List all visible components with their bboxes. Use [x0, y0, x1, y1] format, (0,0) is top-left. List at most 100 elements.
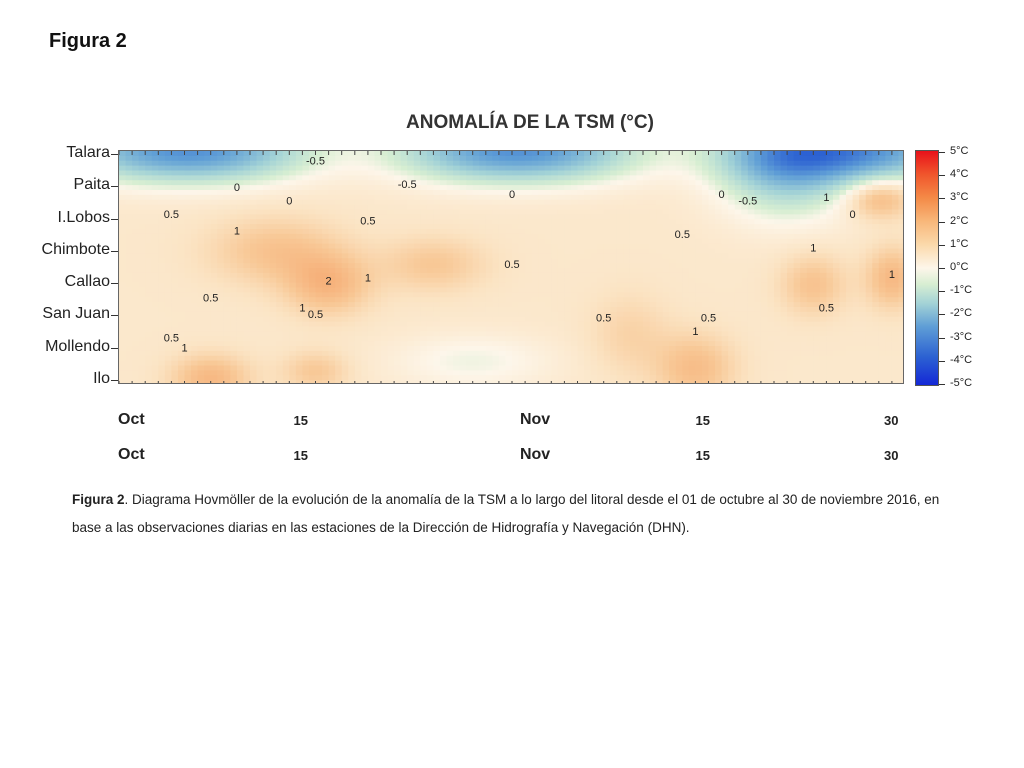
- heatmap-cell: [243, 258, 251, 264]
- heatmap-cell: [354, 248, 362, 254]
- heatmap-cell: [806, 175, 814, 181]
- heatmap-cell: [525, 297, 533, 303]
- heatmap-cell: [472, 326, 480, 332]
- heatmap-cell: [335, 277, 343, 284]
- heatmap-cell: [832, 190, 841, 196]
- heatmap-cell: [597, 263, 605, 269]
- heatmap-cell: [662, 263, 670, 269]
- heatmap-cell: [675, 272, 683, 279]
- heatmap-cell: [682, 185, 690, 191]
- heatmap-cell: [610, 190, 618, 196]
- heatmap-cell: [400, 238, 408, 245]
- heatmap-cell: [839, 253, 847, 259]
- heatmap-cell: [230, 268, 238, 274]
- heatmap-cell: [590, 175, 598, 181]
- heatmap-cell: [774, 151, 782, 157]
- heatmap-cell: [885, 287, 893, 293]
- heatmap-cell: [439, 346, 448, 352]
- heatmap-cell: [649, 233, 657, 240]
- heatmap-cell: [453, 297, 461, 303]
- heatmap-cell: [230, 331, 238, 337]
- heatmap-cell: [328, 180, 336, 186]
- heatmap-cell: [859, 214, 867, 220]
- heatmap-cell: [295, 341, 303, 347]
- heatmap-cell: [721, 175, 729, 181]
- heatmap-cell: [289, 214, 297, 220]
- heatmap-cell: [787, 282, 795, 289]
- heatmap-cell: [643, 316, 651, 323]
- heatmap-cell: [597, 194, 605, 201]
- heatmap-cell: [236, 350, 245, 357]
- heatmap-cell: [145, 248, 153, 254]
- heatmap-cell: [629, 292, 638, 298]
- heatmap-cell: [433, 190, 441, 196]
- heatmap-cell: [754, 316, 762, 323]
- heatmap-cell: [485, 194, 493, 201]
- heatmap-cell: [819, 341, 827, 347]
- heatmap-cell: [872, 180, 880, 186]
- heatmap-cell: [747, 233, 755, 240]
- heatmap-cell: [269, 277, 277, 284]
- heatmap-cell: [164, 199, 172, 206]
- heatmap-cell: [466, 214, 474, 220]
- heatmap-cell: [361, 302, 369, 308]
- heatmap-cell: [348, 350, 356, 357]
- heatmap-cell: [570, 243, 579, 250]
- heatmap-cell: [734, 341, 742, 347]
- heatmap-cell: [813, 209, 821, 215]
- heatmap-cell: [125, 214, 133, 220]
- heatmap-cell: [774, 219, 782, 225]
- heatmap-cell: [662, 224, 670, 230]
- heatmap-cell: [151, 214, 159, 220]
- heatmap-cell: [846, 311, 854, 318]
- heatmap-cell: [787, 326, 795, 332]
- heatmap-cell: [243, 151, 251, 157]
- heatmap-cell: [557, 165, 565, 172]
- heatmap-cell: [734, 263, 742, 269]
- heatmap-cell: [701, 326, 710, 332]
- heatmap-cell: [151, 311, 159, 318]
- heatmap-cell: [138, 292, 146, 298]
- heatmap-cell: [793, 316, 801, 323]
- heatmap-cell: [453, 243, 461, 250]
- heatmap-cell: [263, 248, 271, 254]
- heatmap-cell: [512, 253, 520, 259]
- heatmap-cell: [479, 350, 487, 357]
- heatmap-cell: [721, 277, 729, 284]
- heatmap-cell: [381, 199, 389, 206]
- heatmap-cell: [826, 214, 834, 220]
- heatmap-cell: [760, 321, 769, 328]
- heatmap-cell: [433, 341, 441, 347]
- heatmap-cell: [453, 336, 461, 342]
- heatmap-cell: [145, 316, 153, 323]
- heatmap-cell: [557, 311, 565, 318]
- heatmap-cell: [564, 326, 572, 332]
- heatmap-cell: [295, 151, 303, 157]
- heatmap-cell: [760, 229, 769, 235]
- heatmap-cell: [400, 233, 408, 240]
- heatmap-cell: [669, 238, 677, 245]
- heatmap-cell: [492, 253, 500, 259]
- heatmap-cell: [191, 194, 199, 201]
- heatmap-cell: [394, 209, 402, 215]
- heatmap-cell: [177, 287, 186, 293]
- heatmap-cell: [341, 263, 349, 269]
- heatmap-cell: [132, 282, 140, 289]
- heatmap-cell: [341, 209, 349, 215]
- heatmap-cell: [250, 190, 258, 196]
- heatmap-cell: [433, 160, 441, 167]
- heatmap-cell: [374, 243, 382, 250]
- heatmap-cell: [125, 302, 133, 308]
- heatmap-cell: [269, 238, 277, 245]
- heatmap-cell: [394, 350, 402, 357]
- heatmap-cell: [282, 248, 290, 254]
- heatmap-cell: [426, 272, 434, 279]
- heatmap-cell: [846, 175, 854, 181]
- heatmap-cell: [643, 165, 651, 172]
- heatmap-cell: [715, 160, 723, 167]
- heatmap-cell: [446, 248, 454, 254]
- heatmap-cell: [760, 180, 769, 186]
- heatmap-cell: [184, 336, 192, 342]
- heatmap-cell: [138, 219, 146, 225]
- heatmap-cell: [354, 229, 362, 235]
